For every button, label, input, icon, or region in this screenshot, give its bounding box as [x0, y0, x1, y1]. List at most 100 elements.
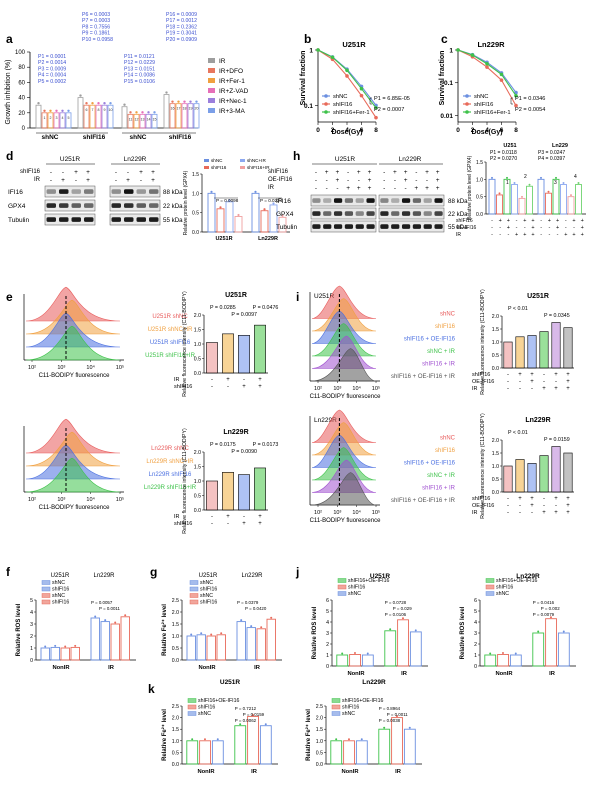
group-bar	[196, 634, 206, 661]
blot-band	[366, 198, 375, 203]
a-bar-num: 7	[92, 108, 94, 112]
legend-label: shNC	[342, 711, 355, 717]
sign: +	[581, 232, 584, 238]
group-bar	[256, 628, 266, 661]
p-value: P = 0.7212	[235, 706, 257, 711]
p-value: P2 = 0.0270	[490, 156, 517, 162]
xcat-label: IR	[395, 769, 402, 775]
sign: -	[507, 496, 509, 502]
p-value: P = 0.8964	[379, 706, 401, 711]
a-bar-num: 8	[98, 108, 100, 112]
blot-band	[434, 198, 443, 203]
xcat-label: Ln229R	[258, 236, 278, 242]
panel-i: i 10² 10³ 10⁴ 10⁵ C11-BODIPY fluorescence U25…	[296, 285, 574, 524]
blot-band	[323, 198, 332, 203]
sign: +	[530, 372, 534, 378]
ytick-label: 5	[30, 598, 33, 604]
ytick-label: 2.0	[172, 716, 179, 722]
a-bar-num: 11	[129, 117, 133, 121]
blot-band	[46, 203, 56, 208]
legend-label: shNC	[198, 711, 211, 717]
a-dot	[43, 109, 46, 113]
ytick-label: 2.5	[172, 704, 179, 710]
group-bar	[186, 635, 196, 661]
blot-band	[434, 224, 443, 229]
legend-label: shIFI16	[52, 600, 69, 606]
a-ytick-label: 100	[15, 50, 26, 56]
sign: -	[540, 225, 542, 231]
a-pvalue: P20 = 0.0909	[166, 37, 197, 43]
flow-histogram	[311, 348, 377, 382]
sign: +	[436, 177, 440, 184]
panel-c: c Ln229R Survival fraction Dose(Gy) 1 0.1…	[439, 32, 545, 136]
a-legend-label: IR+DFO	[219, 68, 243, 75]
a-group-label: shNC	[130, 134, 147, 141]
series-line	[457, 49, 517, 97]
a-bar-num: 20	[195, 107, 199, 111]
sign: +	[86, 177, 90, 184]
blot-band	[136, 203, 146, 208]
group-bar	[246, 627, 256, 661]
a-bar	[95, 104, 102, 129]
a-bar-num: 15	[153, 117, 157, 121]
sign: -	[507, 232, 509, 238]
p-value: P = 0.0416	[533, 600, 555, 605]
f-bar	[206, 480, 218, 511]
f-bar	[539, 455, 549, 493]
p-value: P1 = 6.85E-05	[374, 96, 410, 102]
sign: -	[383, 185, 385, 192]
blot-strip	[378, 220, 445, 233]
sign: -	[315, 177, 317, 184]
bar-ylabel: Relative fluorescence intensity (C11-BOD…	[480, 289, 486, 395]
legend-label: shIFI16+OE-IFI16	[348, 578, 389, 584]
sign: -	[315, 185, 317, 192]
p-value: P1 = 0.0346	[515, 96, 545, 102]
h-chart-cell: U251	[503, 143, 516, 149]
legend-label: shIFI16	[198, 705, 215, 711]
f-bar	[222, 471, 234, 511]
blot-band	[423, 211, 432, 216]
blot-strip	[109, 185, 161, 198]
bar-title: Ln229R	[525, 417, 550, 424]
blot-protein-label: IFI16	[276, 198, 291, 205]
ytick-label: 1.0	[192, 191, 199, 197]
panel-letter-j: j	[295, 565, 299, 579]
blot-band	[149, 189, 159, 194]
ytick-label: 0.0	[194, 508, 201, 514]
ytick-label: 1.5	[492, 451, 499, 457]
sign: +	[436, 169, 440, 176]
xtick-label: 2	[471, 127, 475, 134]
ytick-label: 0.0	[492, 366, 499, 372]
a-bar	[47, 112, 54, 129]
a-pvalue: P15 = 0.0106	[124, 79, 155, 85]
flow-histogram	[25, 299, 121, 335]
sign: +	[336, 169, 340, 176]
sign: -	[519, 510, 521, 516]
a-bar	[59, 112, 66, 129]
a-pvalue: P1 = 0.0001	[38, 54, 66, 60]
group-bar	[391, 717, 403, 765]
sign: -	[507, 386, 509, 392]
p-value: P = 0.0159	[544, 437, 570, 443]
cell-label: U251R	[199, 573, 218, 579]
f-bar	[551, 322, 561, 369]
sign: -	[426, 177, 428, 184]
flow-histogram	[311, 472, 377, 506]
sign: -	[227, 521, 229, 527]
group-bar	[378, 728, 391, 765]
f-bar	[238, 334, 250, 374]
sign: +	[518, 496, 522, 502]
f-bar	[527, 335, 537, 369]
a-ytick-label: 20	[18, 111, 25, 117]
chart-ylabel: Relative ROS level	[16, 603, 22, 656]
a-bar	[139, 113, 146, 129]
a-dot	[147, 111, 150, 114]
panel-letter-h: h	[293, 149, 300, 163]
group-bar	[397, 619, 409, 667]
a-dot	[61, 109, 64, 113]
f-bar	[222, 333, 234, 374]
ytick-label: 0.0	[192, 230, 199, 236]
blot-band	[124, 217, 134, 222]
sign: -	[507, 372, 509, 378]
sign: -	[243, 514, 245, 520]
